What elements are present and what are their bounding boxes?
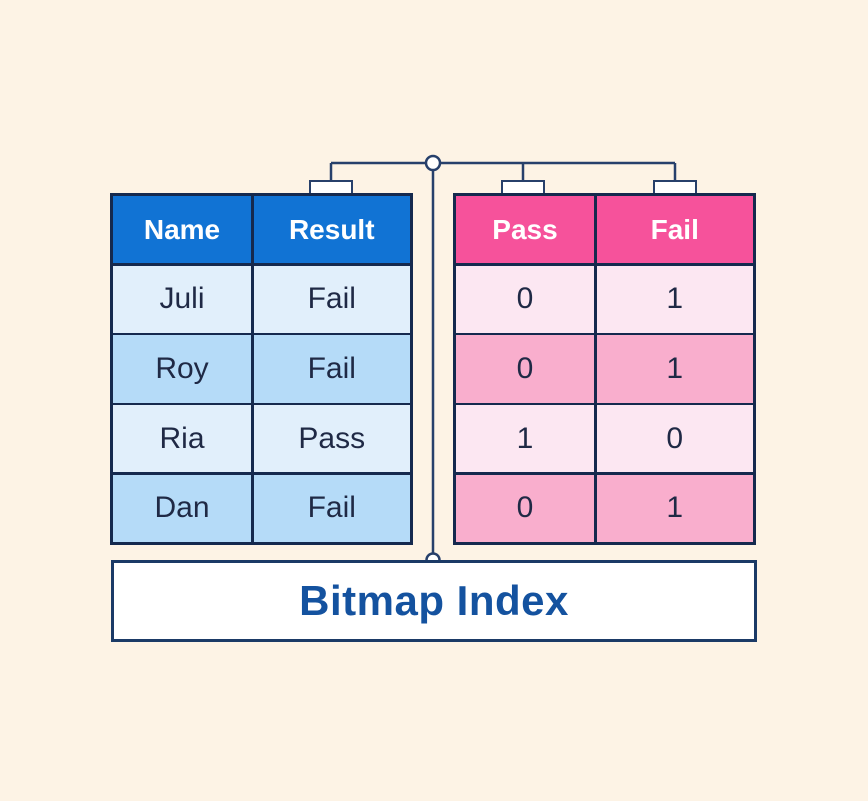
bitmap-cell-pass-1: 0 — [456, 335, 594, 403]
bitmap-index-label-box: Bitmap Index — [111, 560, 757, 642]
bitmap-header-fail: Fail — [596, 196, 753, 264]
bitmap-cell-fail-2: 0 — [596, 405, 753, 473]
bitmap-cell-fail-3: 1 — [596, 474, 753, 542]
bitmap-cell-fail-1: 1 — [596, 335, 753, 403]
connector-node-top — [424, 154, 442, 172]
bitmap-cell-pass-0: 0 — [456, 265, 594, 333]
source-header-name: Name — [113, 196, 251, 264]
source-cell-name-3: Dan — [113, 474, 251, 542]
bitmap-cell-pass-2: 1 — [456, 405, 594, 473]
source-cell-name-1: Roy — [113, 335, 251, 403]
source-cell-result-1: Fail — [253, 335, 410, 403]
source-table: Name Result Juli Fail Roy Fail Ria Pass … — [110, 193, 413, 545]
source-cell-result-2: Pass — [253, 405, 410, 473]
source-cell-result-3: Fail — [253, 474, 410, 542]
bitmap-cell-fail-0: 1 — [596, 265, 753, 333]
bitmap-cell-pass-3: 0 — [456, 474, 594, 542]
source-cell-name-0: Juli — [113, 265, 251, 333]
source-cell-name-2: Ria — [113, 405, 251, 473]
diagram-title: Bitmap Index — [299, 577, 569, 624]
source-cell-result-0: Fail — [253, 265, 410, 333]
bitmap-table: Pass Fail 0 1 0 1 1 0 0 1 — [453, 193, 756, 545]
source-header-result: Result — [253, 196, 410, 264]
bitmap-header-pass: Pass — [456, 196, 594, 264]
